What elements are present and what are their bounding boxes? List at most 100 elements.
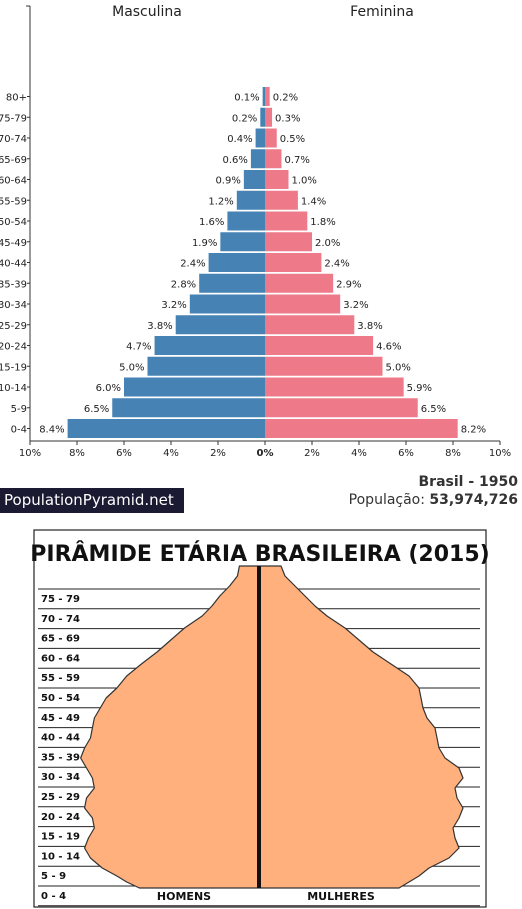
- bar-male: [260, 107, 265, 127]
- age-band-label: 50 - 54: [41, 693, 80, 704]
- x-tick-label: 8%: [445, 448, 461, 459]
- chart-title: PIRÂMIDE ETÁRIA BRASILEIRA (2015): [30, 541, 489, 567]
- x-tick-label: 4%: [351, 448, 367, 459]
- age-band-label: 60 - 64: [41, 653, 80, 664]
- value-label-male: 1.2%: [208, 196, 233, 207]
- age-category-label: 5-9: [11, 404, 27, 415]
- value-label-female: 5.9%: [407, 383, 432, 394]
- value-label-female: 2.9%: [336, 279, 361, 290]
- bar-female: [265, 190, 298, 210]
- value-label-female: 0.3%: [275, 113, 300, 124]
- value-label-female: 0.7%: [284, 155, 309, 166]
- age-band-label: 30 - 34: [41, 772, 80, 783]
- value-label-male: 6.0%: [96, 383, 121, 394]
- value-label-female: 2.0%: [315, 238, 340, 249]
- age-category-label: 60-64: [0, 176, 27, 187]
- value-label-male: 0.6%: [222, 155, 247, 166]
- bar-male: [262, 87, 265, 106]
- age-category-label: 15-19: [0, 362, 27, 373]
- bar-female: [265, 149, 282, 169]
- age-category-label: 50-54: [0, 217, 27, 228]
- age-band-label: 10 - 14: [41, 851, 80, 862]
- bar-male: [220, 232, 265, 252]
- value-label-male: 0.9%: [215, 176, 240, 187]
- center-divider: [257, 566, 261, 888]
- population-pyramid-1950: Masculina Feminina 80+ 0.1% 0.2% 75-79 0.2% 0…: [0, 4, 511, 459]
- age-category-label: 30-34: [0, 300, 27, 311]
- bar-male: [147, 356, 265, 376]
- population-pyramid-2015: PIRÂMIDE ETÁRIA BRASILEIRA (2015) 75 - 7…: [30, 529, 490, 908]
- age-band-label: 35 - 39: [41, 752, 80, 763]
- value-label-male: 1.9%: [192, 238, 217, 249]
- age-band-label: 20 - 24: [41, 812, 80, 823]
- value-label-female: 4.6%: [376, 342, 401, 353]
- bar-female: [265, 107, 273, 127]
- x-tick-label: 2%: [210, 448, 226, 459]
- value-label-female: 3.2%: [343, 300, 368, 311]
- x-tick-label: 6%: [116, 448, 132, 459]
- bar-female: [265, 170, 289, 189]
- x-axis-ticks: 10% 8% 6% 4% 2% 0% 2% 4% 6% 8% 10%: [19, 441, 511, 459]
- population-line: População: 53,974,726: [349, 492, 518, 508]
- age-band-label: 0 - 4: [41, 891, 66, 902]
- age-band-label: 40 - 44: [41, 733, 80, 744]
- age-category-label: 65-69: [0, 155, 27, 166]
- age-band-label: 15 - 19: [41, 832, 80, 843]
- bar-female: [265, 232, 312, 252]
- x-tick-label: 6%: [398, 448, 414, 459]
- bar-female: [265, 87, 270, 106]
- age-category-label: 70-74: [0, 134, 27, 145]
- bar-male: [112, 398, 265, 418]
- bar-female: [265, 336, 374, 355]
- left-side-label: Masculina: [112, 4, 182, 20]
- age-band-label: 45 - 49: [41, 713, 80, 724]
- bar-female: [265, 356, 383, 376]
- age-band-label: 70 - 74: [41, 614, 80, 625]
- population-label: População:: [348, 492, 425, 508]
- bar-male: [154, 336, 265, 355]
- bar-male: [227, 211, 265, 231]
- value-label-female: 1.8%: [310, 217, 335, 228]
- bar-female: [265, 128, 277, 148]
- age-category-label: 0-4: [11, 425, 27, 436]
- value-label-male: 0.4%: [227, 134, 252, 145]
- age-labels: 75 - 79 70 - 74 65 - 69 60 - 64 55 - 59 50 - …: [41, 594, 80, 902]
- age-category-label: 45-49: [0, 238, 27, 249]
- bar-female: [265, 377, 404, 397]
- age-band-label: 5 - 9: [41, 871, 66, 882]
- age-category-label: 25-29: [0, 321, 27, 332]
- age-category-label: 40-44: [0, 259, 27, 270]
- x-tick-label: 10%: [19, 448, 41, 459]
- value-label-male: 0.1%: [234, 93, 259, 104]
- bar-male: [208, 253, 265, 272]
- value-label-female: 6.5%: [421, 404, 446, 415]
- value-label-male: 2.4%: [180, 259, 205, 270]
- value-label-female: 0.2%: [273, 93, 298, 104]
- bar-male: [250, 149, 265, 169]
- value-label-male: 8.4%: [39, 425, 64, 436]
- value-label-male: 3.2%: [161, 300, 186, 311]
- value-label-female: 8.2%: [461, 425, 486, 436]
- bar-male: [175, 315, 265, 335]
- bar-female: [265, 315, 355, 335]
- bar-male: [124, 377, 265, 397]
- pyramid-shape: [80, 565, 464, 889]
- bar-female: [265, 419, 458, 438]
- bar-male: [236, 190, 265, 210]
- bar-female: [265, 273, 334, 293]
- value-label-male: 5.0%: [119, 362, 144, 373]
- bar-female: [265, 211, 308, 231]
- bar-female: [265, 294, 341, 314]
- value-label-female: 1.4%: [301, 196, 326, 207]
- value-label-female: 2.4%: [324, 259, 349, 270]
- age-category-label: 75-79: [0, 113, 27, 124]
- age-category-label: 55-59: [0, 196, 27, 207]
- x-tick-label: 4%: [163, 448, 179, 459]
- age-band-label: 55 - 59: [41, 673, 80, 684]
- x-tick-label: 10%: [489, 448, 511, 459]
- bar-male: [243, 170, 265, 189]
- value-label-male: 1.6%: [199, 217, 224, 228]
- value-label-male: 3.8%: [147, 321, 172, 332]
- bar-male: [67, 419, 265, 438]
- bar-male: [255, 128, 265, 148]
